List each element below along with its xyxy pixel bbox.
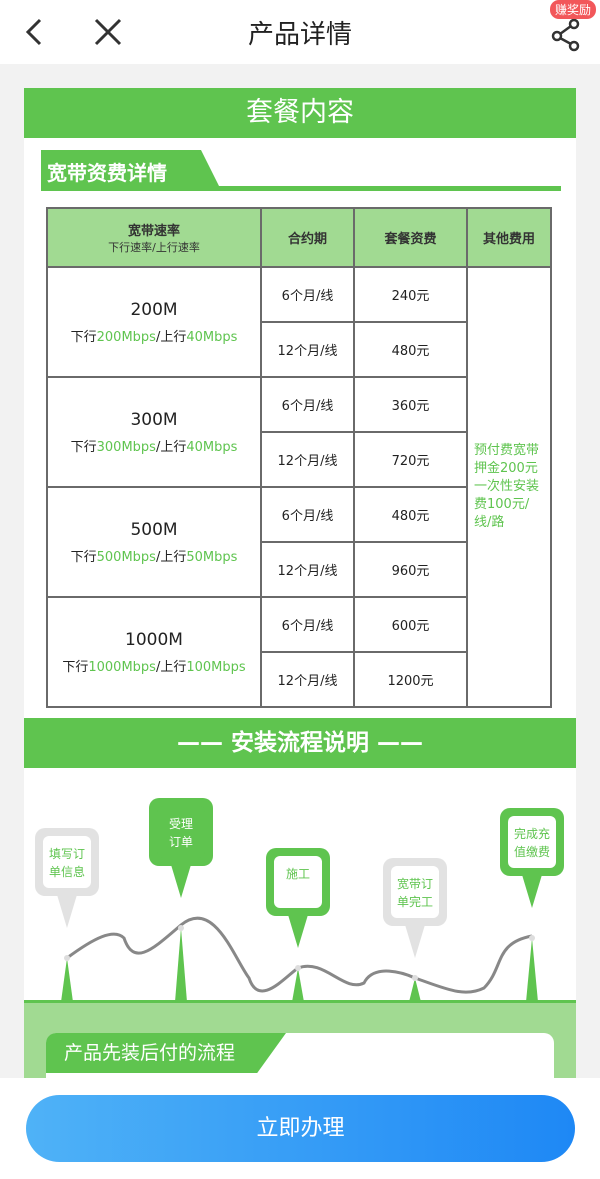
process-step-4: 宽带订 单完工: [383, 858, 447, 1002]
fee-table: 宽带速率 下行速率/上行速率 合约期 套餐资费 其他费用 200M 下行200Mbp…: [46, 207, 552, 708]
svg-text:订单: 订单: [169, 835, 193, 849]
speed-cell: 1000M 下行1000Mbps/上行100Mbps: [46, 596, 262, 708]
term-cell: 12个月/线: [260, 541, 355, 598]
fee-cell: 1200元: [353, 651, 468, 708]
term-cell: 6个月/线: [260, 486, 355, 543]
speed-cell: 500M 下行500Mbps/上行50Mbps: [46, 486, 262, 598]
fee-cell: 480元: [353, 486, 468, 543]
process-step-2: 受理 订单: [149, 798, 213, 1002]
col-term: 合约期: [260, 207, 355, 268]
reward-badge[interactable]: 赚奖励: [549, 0, 596, 19]
term-cell: 12个月/线: [260, 431, 355, 488]
lower-section: 产品先装后付的流程: [24, 1003, 576, 1093]
svg-text:填写订: 填写订: [49, 847, 85, 861]
term-cell: 12个月/线: [260, 321, 355, 378]
speed-cell: 300M 下行300Mbps/上行40Mbps: [46, 376, 262, 488]
table-row: 12个月/线 720元: [47, 431, 551, 488]
share-icon[interactable]: [550, 18, 586, 54]
fee-cell: 720元: [353, 431, 468, 488]
term-cell: 6个月/线: [260, 596, 355, 653]
svg-text:施工: 施工: [286, 867, 310, 881]
table-row: 12个月/线 1200元: [47, 651, 551, 708]
section-tab: 宽带资费详情: [41, 150, 561, 192]
term-cell: 12个月/线: [260, 651, 355, 708]
term-cell: 6个月/线: [260, 376, 355, 433]
fee-cell: 480元: [353, 321, 468, 378]
page-title: 产品详情: [247, 20, 352, 50]
table-row: 300M 下行300Mbps/上行40Mbps 6个月/线 360元: [46, 376, 551, 488]
svg-text:受理: 受理: [169, 817, 193, 831]
speed-cell: 200M 下行200Mbps/上行40Mbps: [46, 266, 262, 378]
table-row: 1000M 下行1000Mbps/上行100Mbps 6个月/线 600元: [46, 596, 551, 708]
apply-now-button[interactable]: 立即办理: [26, 1095, 575, 1162]
fee-cell: 240元: [353, 266, 468, 323]
process-banner: —— 安装流程说明 ——: [24, 718, 576, 768]
section-tab-label: 宽带资费详情: [47, 161, 167, 185]
fee-cell: 600元: [353, 596, 468, 653]
col-fee: 套餐资费: [353, 207, 468, 268]
col-other: 其他费用: [466, 207, 552, 268]
table-row: 12个月/线 480元: [47, 321, 551, 378]
process-step-3: 施工: [266, 848, 330, 1002]
term-cell: 6个月/线: [260, 266, 355, 323]
table-row: 12个月/线 960元: [47, 541, 551, 598]
content-card: 套餐内容 宽带资费详情 宽带速率 下行速率/上行速率 合约期 套餐资费 其他费用 …: [24, 88, 576, 1093]
svg-text:宽带订: 宽带订: [397, 876, 433, 891]
process-step-1: 填写订 单信息: [35, 828, 99, 1002]
svg-text:值缴费: 值缴费: [514, 844, 550, 859]
lower-tab-label: 产品先装后付的流程: [46, 1033, 286, 1073]
package-banner: 套餐内容: [24, 88, 576, 138]
fee-cell: 960元: [353, 541, 468, 598]
other-fee-cell: 预付费宽带押金200元一次性安装费100元/线/路: [466, 266, 552, 708]
table-row: 200M 下行200Mbps/上行40Mbps 6个月/线 240元 预付费宽带押金20…: [46, 266, 552, 708]
fee-cell: 360元: [353, 376, 468, 433]
back-icon[interactable]: [16, 14, 52, 50]
top-bar: 产品详情 赚奖励: [0, 0, 600, 64]
svg-text:完成充: 完成充: [514, 826, 550, 841]
svg-text:单完工: 单完工: [397, 894, 433, 909]
table-row: 500M 下行500Mbps/上行50Mbps 6个月/线 480元: [46, 486, 551, 598]
close-icon[interactable]: [90, 14, 126, 50]
process-illustration: 填写订 单信息 受理 订单 施工 宽带订 单完工 完成充 值缴费: [24, 798, 576, 1008]
svg-text:单信息: 单信息: [49, 864, 85, 879]
col-speed: 宽带速率 下行速率/上行速率: [46, 207, 262, 268]
process-step-5: 完成充 值缴费: [500, 808, 564, 1002]
